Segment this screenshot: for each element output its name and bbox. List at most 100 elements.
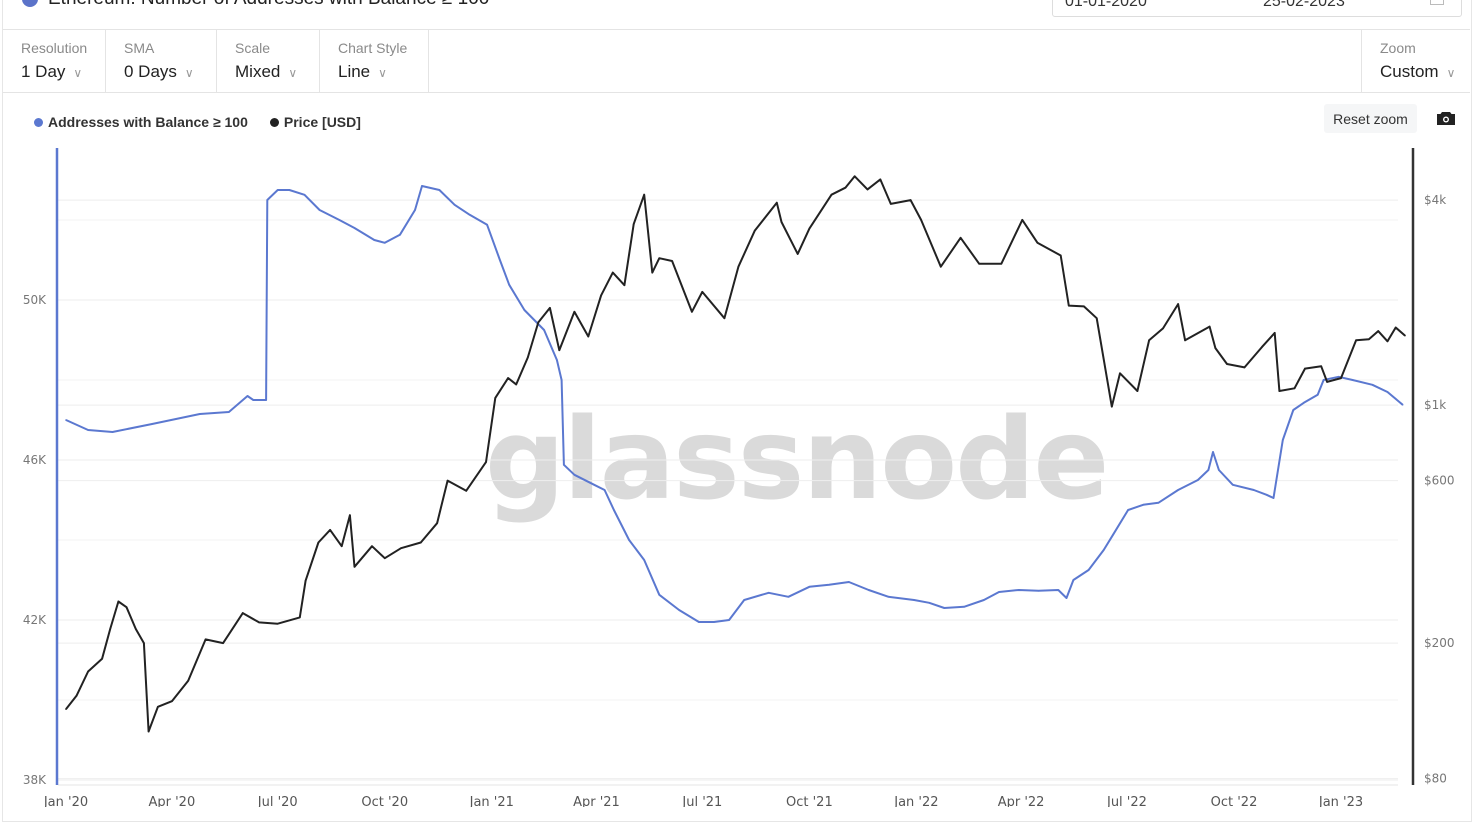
price-data-point	[299, 616, 301, 619]
addresses-data-point	[414, 209, 416, 211]
chart-style-label: Chart Style	[338, 40, 408, 56]
addresses-data-point	[698, 621, 700, 623]
y-left-tick-label: 38K	[23, 773, 47, 787]
price-data-point	[658, 257, 661, 260]
resolution-value: 1 Day	[21, 62, 66, 81]
price-data-point	[1136, 390, 1139, 392]
legend-item-addresses[interactable]: Addresses with Balance ≥ 100	[34, 114, 248, 130]
x-tick-label: Jul '20	[257, 795, 298, 807]
addresses-data-point	[468, 214, 471, 216]
zoom-dropdown[interactable]: Zoom Custom ∨	[1361, 30, 1470, 92]
addresses-data-point	[593, 484, 595, 486]
addresses-data-point	[438, 189, 441, 191]
price-data-point	[1162, 327, 1164, 330]
x-tick-label: Jan '22	[893, 795, 938, 807]
legend-label-addresses: Addresses with Balance ≥ 100	[48, 114, 248, 130]
y-right-tick-label: $200	[1424, 636, 1455, 650]
price-data-point	[1261, 346, 1263, 348]
reset-zoom-button[interactable]: Reset zoom	[1324, 104, 1417, 133]
price-data-point	[400, 547, 402, 549]
price-data-point	[465, 490, 467, 492]
price-data-point	[796, 253, 799, 255]
addresses-data-point	[508, 284, 511, 286]
addresses-data-point	[151, 423, 153, 425]
x-tick-label: Jan '21	[469, 795, 514, 807]
ethereum-icon	[22, 0, 38, 7]
legend-label-price: Price [USD]	[283, 114, 361, 130]
addresses-data-point	[453, 204, 456, 206]
price-data-point	[780, 221, 783, 223]
price-data-point	[1083, 305, 1085, 308]
resolution-label: Resolution	[21, 40, 88, 56]
addresses-data-point	[276, 189, 279, 191]
price-data-point	[737, 265, 740, 268]
date-range-picker[interactable]: 01-01-2020 25-02-2023	[1052, 0, 1462, 17]
addresses-data-point	[556, 359, 558, 361]
addresses-data-point	[1102, 549, 1105, 551]
addresses-data-point	[353, 227, 356, 229]
addresses-data-point	[265, 399, 267, 401]
addresses-data-point	[643, 559, 645, 561]
addresses-data-point	[1371, 384, 1374, 386]
y-right-tick-label: $1k	[1424, 398, 1446, 412]
date-to-input[interactable]: 25-02-2023	[1263, 0, 1345, 10]
sma-dropdown[interactable]: SMA 0 Days ∨	[106, 30, 217, 92]
addresses-data-point	[1072, 579, 1075, 581]
x-tick-label: Jul '22	[1106, 795, 1147, 807]
price-data-point	[549, 307, 551, 309]
addresses-data-point	[252, 399, 255, 401]
price-data-point	[1036, 241, 1039, 244]
price-data-point	[349, 514, 351, 516]
price-data-point	[1067, 304, 1070, 307]
addresses-data-point	[266, 199, 269, 201]
sma-label: SMA	[124, 40, 155, 56]
price-data-point	[527, 356, 529, 359]
x-tick-label: Jan '23	[1318, 795, 1363, 807]
camera-icon[interactable]	[1436, 110, 1456, 126]
price-data-point	[853, 175, 856, 178]
addresses-data-point	[1386, 391, 1389, 393]
addresses-series-line	[65, 185, 1404, 623]
price-data-point	[446, 479, 449, 482]
price-data-point	[909, 199, 912, 201]
price-data-point	[329, 529, 331, 531]
addresses-data-point	[1292, 409, 1295, 411]
resolution-dropdown[interactable]: Resolution 1 Day ∨	[3, 30, 106, 92]
y-right-tick-label: $600	[1424, 474, 1455, 488]
price-data-point	[1404, 334, 1406, 337]
date-from-input[interactable]: 01-01-2020	[1065, 0, 1147, 10]
price-data-point	[101, 657, 103, 660]
chart-style-dropdown[interactable]: Chart Style Line ∨	[320, 30, 429, 92]
price-data-point	[204, 638, 207, 641]
price-data-point	[940, 265, 942, 268]
price-data-point	[276, 622, 279, 625]
price-data-point	[775, 201, 778, 204]
price-data-point	[573, 310, 576, 313]
addresses-data-point	[1017, 589, 1020, 591]
addresses-data-point	[787, 596, 790, 598]
addresses-data-point	[318, 209, 321, 211]
price-data-point	[691, 310, 693, 313]
price-data-point	[371, 545, 373, 548]
y-left-tick-label: 46K	[23, 453, 47, 467]
chart-title: Ethereum: Number of Addresses with Balan…	[22, 0, 489, 10]
scale-dropdown[interactable]: Scale Mixed ∨	[217, 30, 320, 92]
price-series-line	[65, 175, 1406, 733]
price-data-point	[866, 188, 869, 191]
chevron-down-icon: ∨	[184, 66, 194, 80]
x-tick-label: Apr '21	[573, 795, 620, 807]
addresses-data-point	[1212, 451, 1214, 453]
addresses-data-point	[1112, 534, 1114, 536]
price-data-point	[1119, 372, 1121, 375]
addresses-data-point	[383, 242, 386, 244]
addresses-data-point	[560, 379, 563, 381]
price-data-point	[753, 230, 756, 232]
addresses-data-point	[1232, 484, 1234, 486]
price-data-point	[1208, 325, 1211, 328]
legend-item-price[interactable]: Price [USD]	[269, 114, 361, 130]
price-data-point	[632, 223, 635, 225]
calendar-icon[interactable]	[1430, 0, 1444, 5]
price-data-point	[890, 203, 892, 205]
y-right-tick-label: $80	[1424, 772, 1447, 786]
